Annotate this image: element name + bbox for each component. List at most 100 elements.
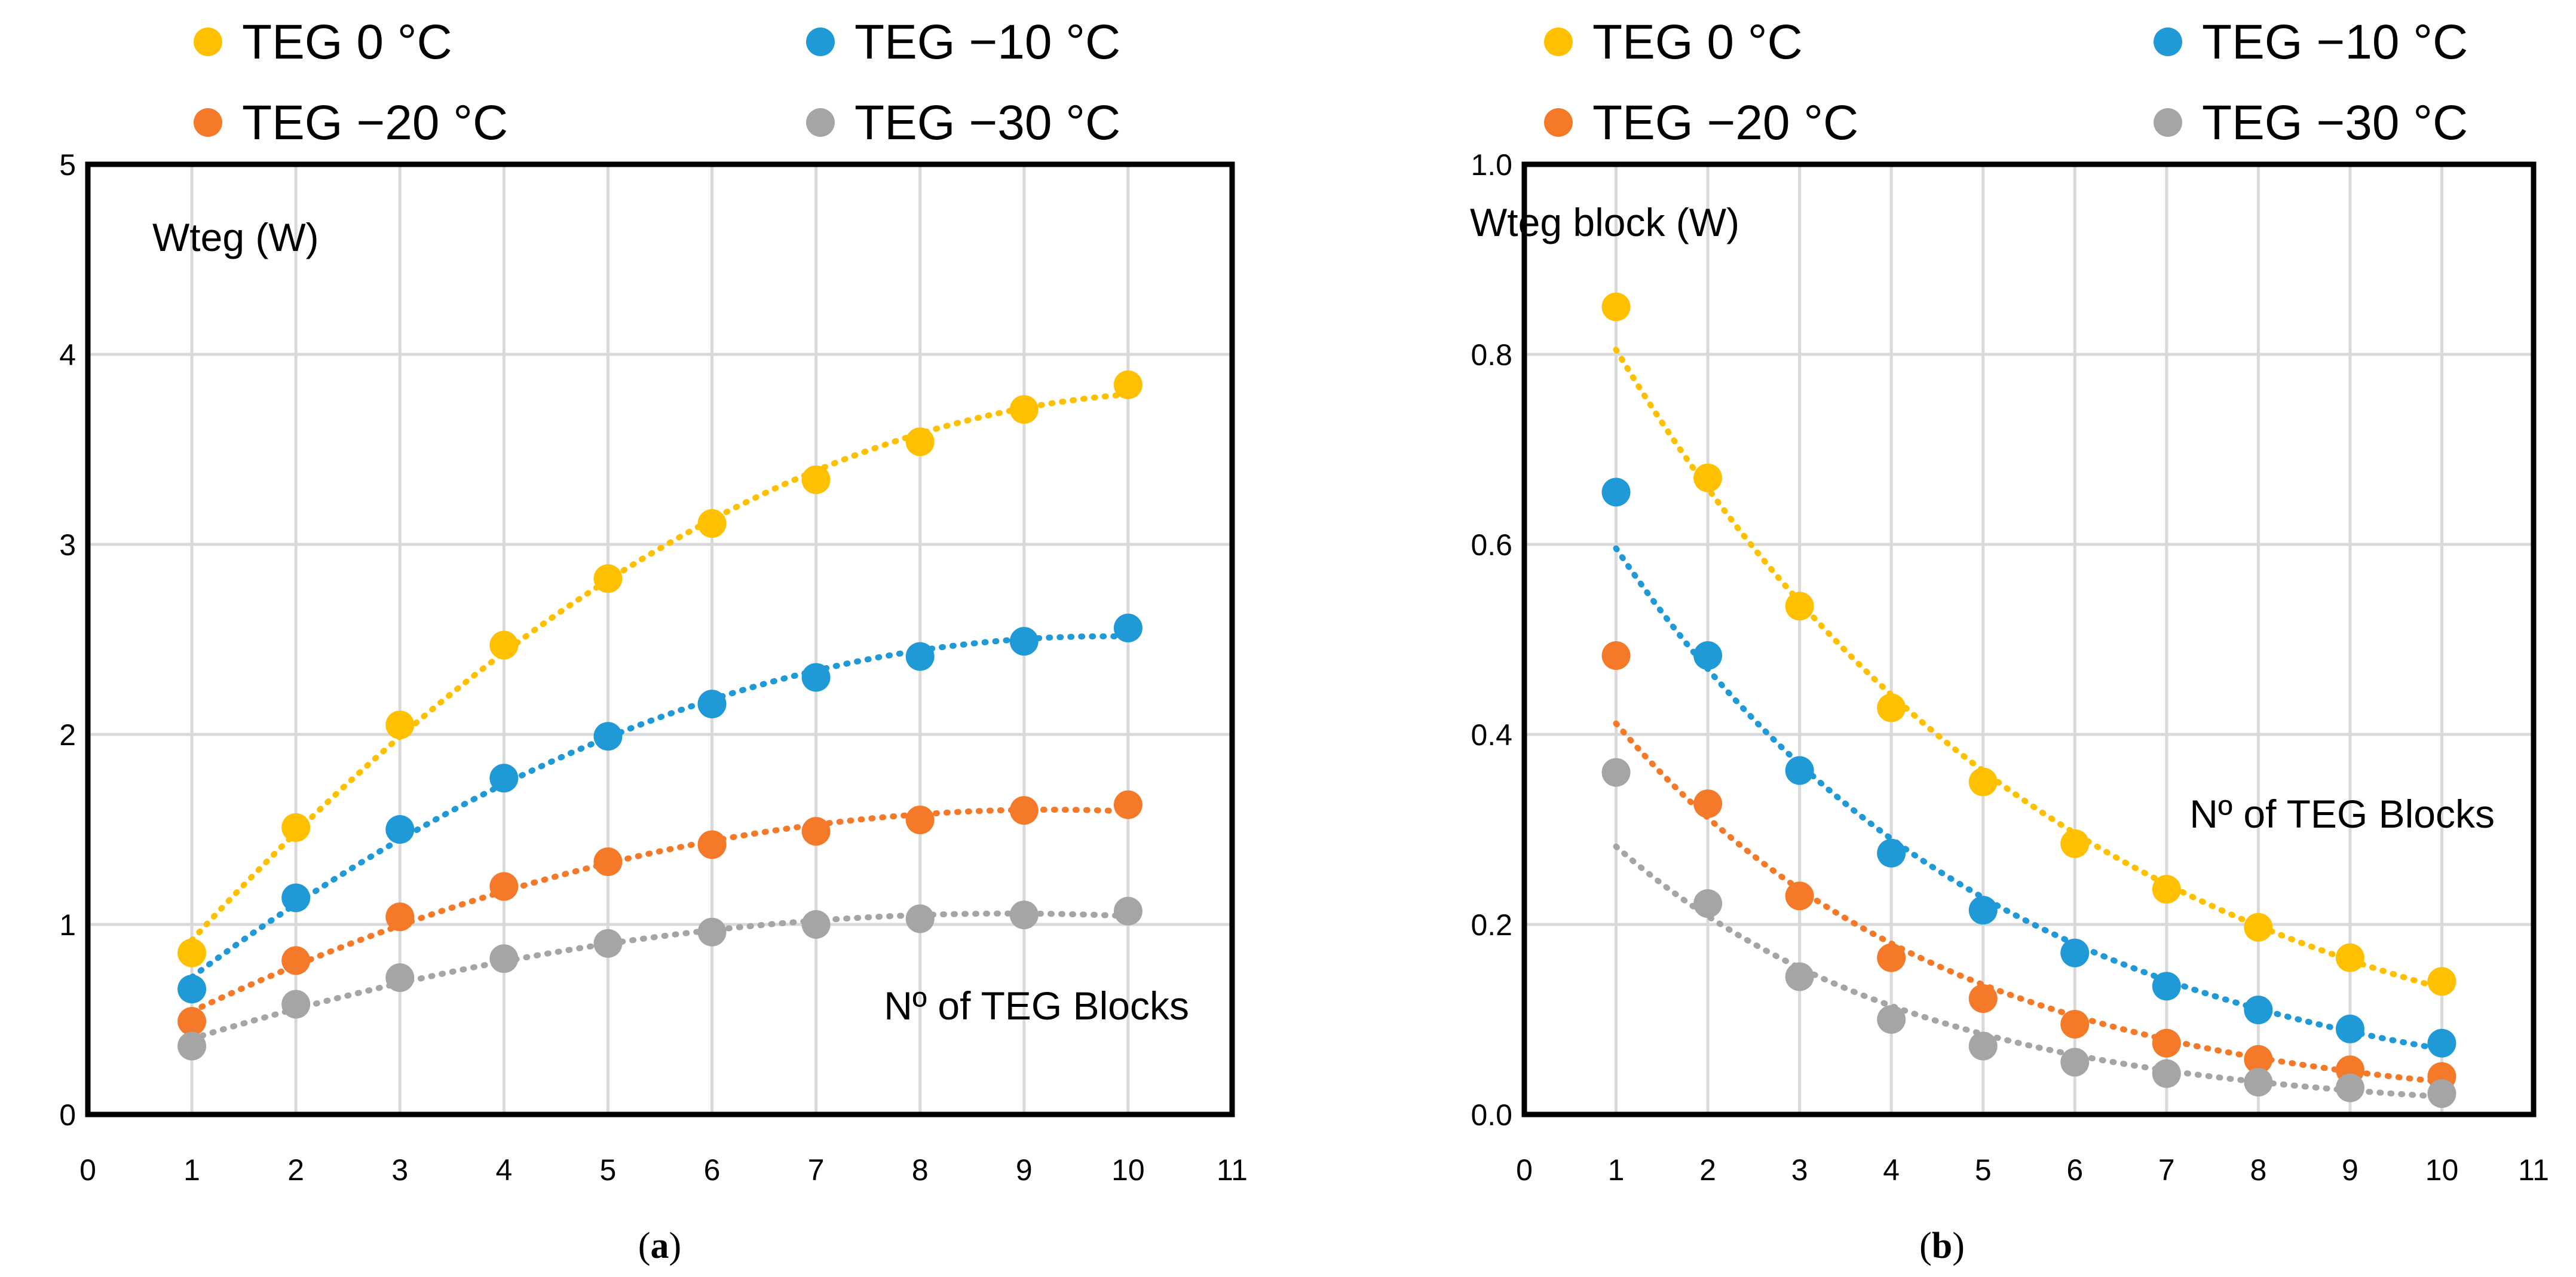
legend-item: TEG −20 °C xyxy=(194,96,508,150)
data-point xyxy=(2152,1028,2181,1058)
data-point xyxy=(1968,984,1998,1013)
data-point xyxy=(2427,1079,2456,1108)
caption-open-paren: ( xyxy=(638,1226,651,1266)
data-point xyxy=(489,764,519,793)
data-point xyxy=(593,722,623,751)
legend-label: TEG −30 °C xyxy=(854,96,1120,150)
data-point xyxy=(177,1031,207,1061)
data-point xyxy=(177,1007,207,1036)
data-point xyxy=(281,813,311,842)
legend-label: TEG −10 °C xyxy=(2202,15,2468,69)
x-axis-label: Nº of TEG Blocks xyxy=(2189,792,2495,836)
data-point xyxy=(2427,967,2456,996)
legend-marker xyxy=(194,27,222,56)
legend-label: TEG −30 °C xyxy=(2202,96,2468,150)
caption-open-paren: ( xyxy=(1919,1226,1932,1266)
legend-item: TEG −20 °C xyxy=(1544,96,1858,150)
data-point xyxy=(177,975,207,1004)
data-point xyxy=(1009,627,1039,656)
legend-label: TEG −10 °C xyxy=(854,15,1120,69)
data-point xyxy=(489,630,519,660)
data-point xyxy=(1693,641,1723,670)
x-tick-label: 8 xyxy=(912,1153,929,1187)
data-point xyxy=(2427,1028,2456,1058)
y-tick-label: 0.6 xyxy=(1471,528,1512,562)
data-point xyxy=(385,815,415,844)
legend-label: TEG 0 °C xyxy=(242,15,452,69)
plot-frame xyxy=(1521,161,2537,1117)
data-point xyxy=(593,929,623,958)
x-tick-label: 0 xyxy=(1516,1153,1533,1187)
data-point xyxy=(1601,641,1631,670)
trendline xyxy=(189,633,1131,981)
legend-marker xyxy=(2154,27,2182,56)
caption-letter: a xyxy=(651,1226,669,1266)
data-point xyxy=(2335,1014,2364,1043)
data-point xyxy=(801,465,831,494)
data-point xyxy=(697,917,727,947)
x-axis-label: Nº of TEG Blocks xyxy=(884,984,1189,1028)
data-point xyxy=(2152,875,2181,904)
x-tick-label: 10 xyxy=(1111,1153,1145,1187)
legend-label: TEG −20 °C xyxy=(242,96,508,150)
x-tick-label: 2 xyxy=(287,1153,304,1187)
data-point xyxy=(177,938,207,967)
x-tick-label: 9 xyxy=(1016,1153,1033,1187)
data-point xyxy=(1968,1031,1998,1061)
data-point xyxy=(489,944,519,973)
trendline xyxy=(1613,720,2445,1085)
legend-item: TEG 0 °C xyxy=(1544,15,1803,69)
data-point xyxy=(1693,789,1723,819)
data-point xyxy=(1009,796,1039,825)
data-point xyxy=(2335,1073,2364,1103)
x-tick-label: 7 xyxy=(2158,1153,2175,1187)
y-tick-label: 2 xyxy=(59,718,76,752)
y-axis-label: Wteg block (W) xyxy=(1470,200,1739,244)
legend-marker xyxy=(1544,27,1573,56)
data-point xyxy=(1113,370,1142,399)
data-point xyxy=(385,711,415,740)
x-tick-label: 11 xyxy=(2518,1153,2549,1187)
data-point xyxy=(1877,943,1906,972)
caption-close-paren: ) xyxy=(669,1226,682,1266)
y-tick-label: 0.4 xyxy=(1471,718,1512,752)
data-point xyxy=(1601,292,1631,321)
data-point xyxy=(1785,962,1814,991)
data-point xyxy=(1113,790,1142,819)
data-point xyxy=(2152,1059,2181,1088)
legend-marker xyxy=(806,27,835,56)
data-point xyxy=(1968,896,1998,925)
data-point xyxy=(1877,1005,1906,1034)
data-point xyxy=(385,902,415,932)
legend-marker xyxy=(1544,108,1573,137)
x-tick-label: 10 xyxy=(2425,1153,2459,1187)
caption-letter: b xyxy=(1932,1226,1952,1266)
data-point xyxy=(801,663,831,692)
x-tick-label: 1 xyxy=(1608,1153,1625,1187)
panel-caption: (a) xyxy=(638,1226,681,1266)
legend-item: TEG −30 °C xyxy=(2154,96,2468,150)
x-tick-label: 8 xyxy=(2250,1153,2266,1187)
data-point xyxy=(1693,889,1723,918)
x-tick-label: 6 xyxy=(704,1153,721,1187)
y-tick-label: 3 xyxy=(59,528,76,562)
y-tick-label: 0 xyxy=(59,1098,76,1132)
y-axis-label: Wteg (W) xyxy=(152,215,319,259)
x-tick-label: 4 xyxy=(495,1153,512,1187)
data-point xyxy=(2244,1067,2273,1097)
legend-item: TEG −10 °C xyxy=(2154,15,2468,69)
data-point xyxy=(2060,829,2090,858)
y-tick-label: 4 xyxy=(59,338,76,372)
trendline xyxy=(1613,843,2445,1100)
x-tick-label: 9 xyxy=(2342,1153,2358,1187)
y-tick-label: 0.0 xyxy=(1471,1098,1512,1132)
trendline xyxy=(189,910,1131,1042)
trendline xyxy=(189,391,1131,944)
data-point xyxy=(905,904,935,933)
x-tick-label: 6 xyxy=(2066,1153,2083,1187)
legend-item: TEG 0 °C xyxy=(194,15,452,69)
trendline xyxy=(1613,347,2445,991)
data-point xyxy=(593,847,623,877)
data-point xyxy=(2152,972,2181,1001)
x-tick-label: 5 xyxy=(1975,1153,1992,1187)
